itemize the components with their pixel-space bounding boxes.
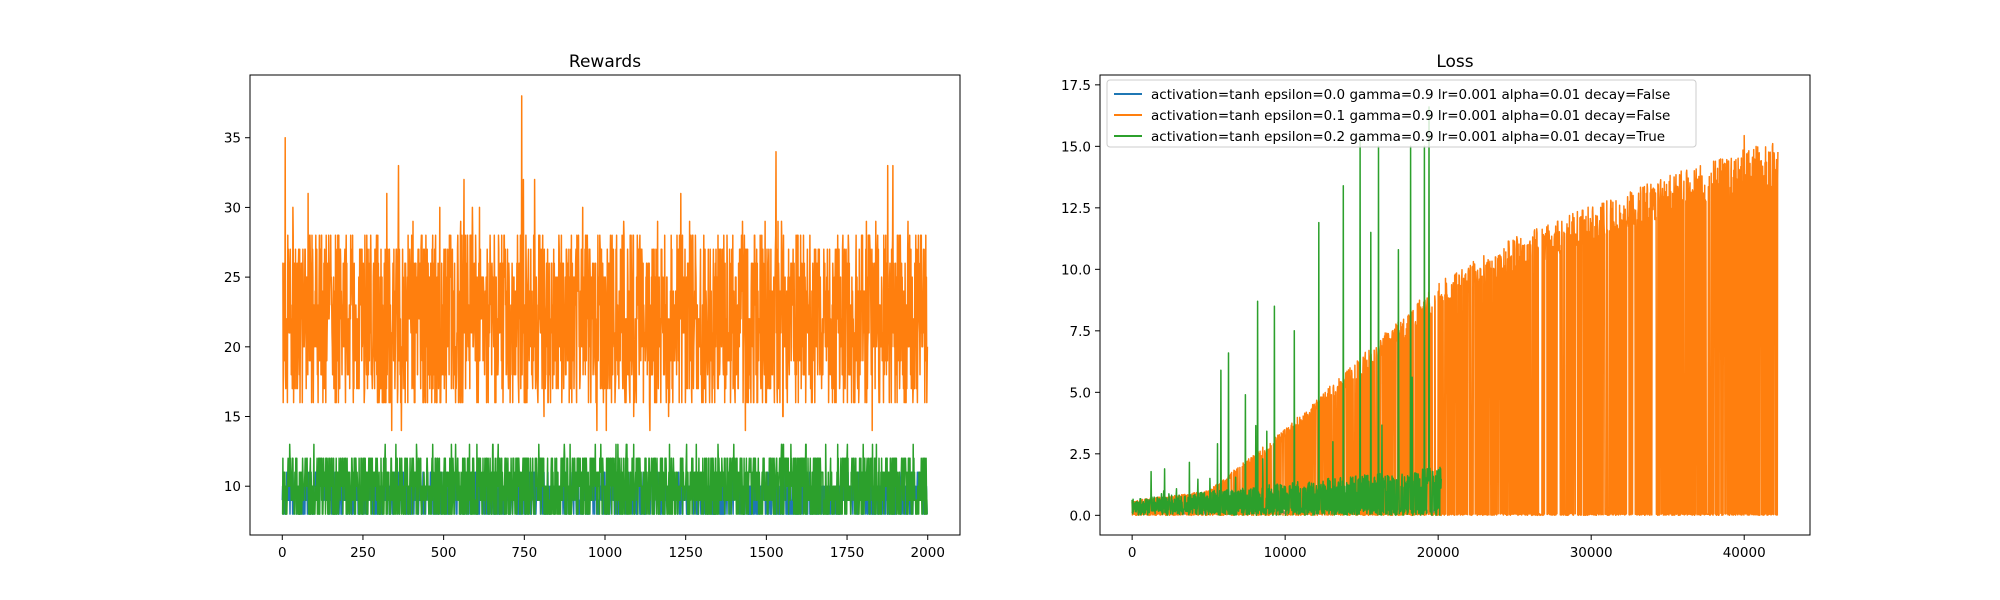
x-tick-label: 10000 <box>1264 545 1307 561</box>
x-tick-label: 30000 <box>1570 545 1613 561</box>
y-tick-label: 20 <box>224 340 241 356</box>
y-tick-label: 7.5 <box>1070 324 1091 340</box>
x-tick-label: 0 <box>1128 545 1137 561</box>
loss-series-2-line <box>1131 134 1779 517</box>
legend-label-1: activation=tanh epsilon=0.0 gamma=0.9 lr… <box>1151 87 1670 103</box>
y-tick-label: 10.0 <box>1061 262 1091 278</box>
y-tick-label: 10 <box>224 479 241 495</box>
y-tick-label: 2.5 <box>1070 447 1091 463</box>
chart-title: Loss <box>1436 52 1473 72</box>
y-tick-label: 25 <box>224 270 241 286</box>
rewards-series-3-line <box>281 443 928 515</box>
legend: activation=tanh epsilon=0.0 gamma=0.9 lr… <box>1106 79 1697 148</box>
legend-label-3: activation=tanh epsilon=0.2 gamma=0.9 lr… <box>1151 129 1665 145</box>
legend-label-2: activation=tanh epsilon=0.1 gamma=0.9 lr… <box>1151 108 1670 124</box>
x-tick-label: 750 <box>511 545 537 561</box>
loss-series-3-line <box>1131 106 1442 517</box>
rewards-series-2-line <box>281 95 929 432</box>
y-tick-label: 5.0 <box>1070 385 1091 401</box>
y-tick-label: 12.5 <box>1061 201 1091 217</box>
x-tick-label: 1250 <box>669 545 703 561</box>
y-tick-label: 15 <box>224 410 241 426</box>
plot-area <box>1131 106 1779 517</box>
x-tick-label: 0 <box>278 545 287 561</box>
x-tick-label: 1500 <box>749 545 783 561</box>
y-tick-label: 15.0 <box>1061 139 1091 155</box>
x-tick-label: 40000 <box>1723 545 1766 561</box>
legend-box <box>1106 79 1697 148</box>
x-tick-label: 1750 <box>830 545 864 561</box>
x-tick-label: 20000 <box>1417 545 1460 561</box>
y-tick-label: 35 <box>224 131 241 147</box>
y-tick-label: 17.5 <box>1061 78 1091 94</box>
plot-area <box>281 95 929 515</box>
x-tick-label: 250 <box>350 545 376 561</box>
x-tick-label: 1000 <box>588 545 622 561</box>
x-tick-label: 2000 <box>911 545 945 561</box>
rewards-chart: 0 250 500 750 1000 1250 1500 1750 2000 10 15 20 25 30… <box>224 52 961 561</box>
chart-title: Rewards <box>569 52 641 72</box>
x-tick-label: 500 <box>431 545 457 561</box>
loss-chart: 0 10000 20000 30000 40000 0.0 2.5 5.0 7.5 10.0 12.… <box>1061 52 1811 561</box>
y-tick-label: 0.0 <box>1070 508 1091 524</box>
y-tick-label: 30 <box>224 200 241 216</box>
axes-frame <box>1099 74 1811 536</box>
